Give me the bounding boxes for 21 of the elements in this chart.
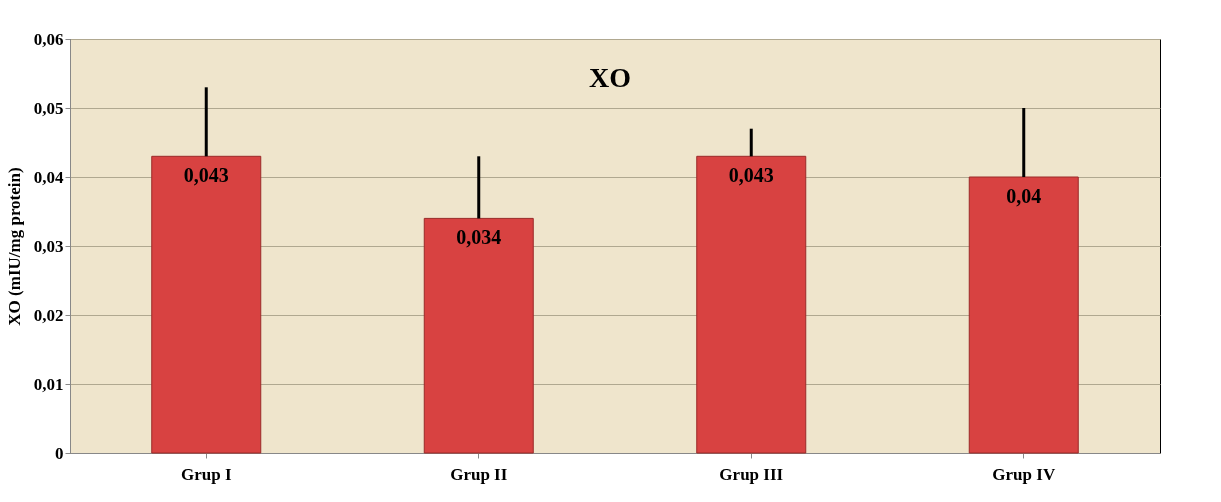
y-tick-label: 0,03	[33, 236, 64, 256]
y-tick-label: 0,01	[33, 374, 64, 394]
bar	[423, 217, 534, 454]
y-tick-label: 0	[55, 443, 64, 463]
data-label: 0,034	[456, 226, 502, 249]
data-label: 0,04	[1006, 185, 1042, 207]
x-tick-label: Grup IV	[992, 464, 1056, 484]
bar	[151, 155, 262, 454]
bar	[968, 176, 1079, 454]
data-label: 0,043	[183, 164, 229, 187]
x-tick-label: Grup II	[450, 464, 508, 484]
x-tick-label: Grup III	[719, 464, 784, 484]
y-tick-label: 0,04	[33, 167, 64, 187]
y-axis-title: XO (mIU/mg protein)	[4, 167, 24, 326]
bar	[696, 155, 807, 454]
y-tick-label: 0,02	[33, 305, 64, 325]
y-tick-label: 0,05	[33, 98, 64, 118]
x-tick-label: Grup I	[180, 464, 232, 484]
text: XO	[589, 62, 631, 93]
y-tick-label: 0,06	[33, 29, 64, 49]
data-label: 0,043	[728, 164, 774, 187]
